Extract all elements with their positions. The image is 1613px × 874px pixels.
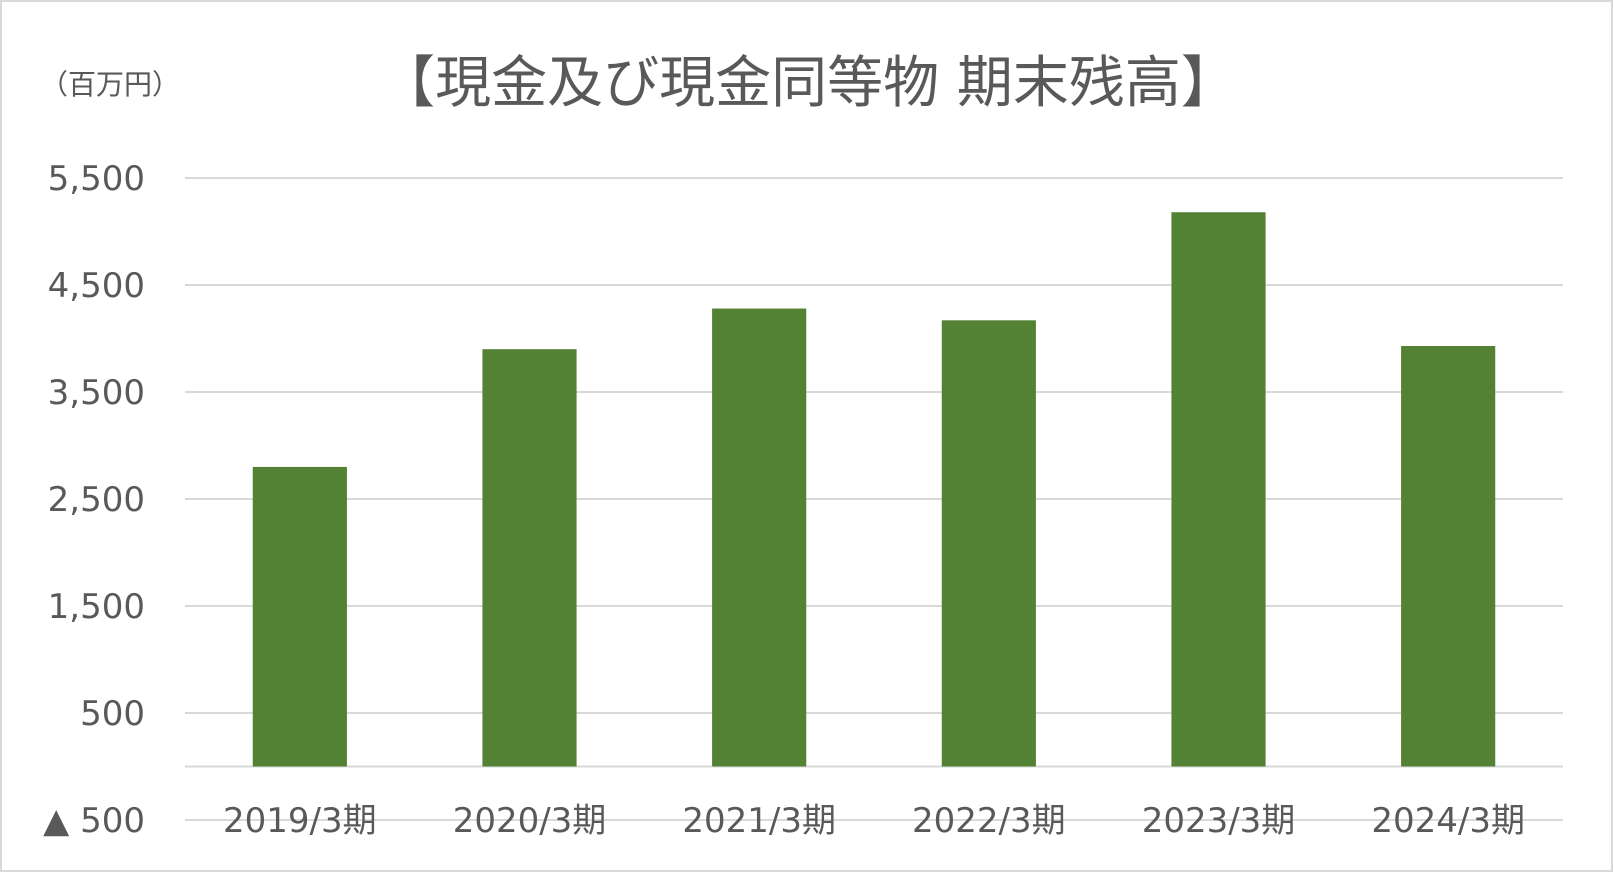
y-tick-label: 500: [80, 694, 145, 734]
x-tick-label: 2021/3期: [682, 801, 836, 841]
y-tick-label: 1,500: [48, 587, 145, 627]
bar: [1171, 212, 1266, 767]
y-tick-label: 3,500: [48, 373, 145, 413]
y-tick-label: 4,500: [48, 266, 145, 306]
gridlines: [185, 177, 1563, 821]
x-tick-label: 2024/3期: [1371, 801, 1525, 841]
y-axis-ticks: ▲ 500 500 1,500 2,500 3,500 4,500 5,500: [43, 159, 145, 841]
bar: [1401, 345, 1496, 767]
x-tick-label: 2023/3期: [1142, 801, 1296, 841]
unit-label: （百万円）: [40, 68, 180, 101]
x-axis-ticks: 2019/3期 2020/3期 2021/3期 2022/3期 2023/3期 2024/…: [223, 801, 1525, 841]
chart-title: 【現金及び現金同等物 期末残高】: [379, 51, 1237, 116]
x-tick-label: 2022/3期: [912, 801, 1066, 841]
bars: [252, 212, 1496, 767]
x-tick-label: 2019/3期: [223, 801, 377, 841]
bar: [712, 308, 807, 767]
bar: [252, 466, 347, 767]
bar: [941, 320, 1036, 767]
y-tick-label: ▲ 500: [43, 801, 145, 841]
y-tick-label: 2,500: [48, 480, 145, 520]
y-tick-label: 5,500: [48, 159, 145, 199]
bar: [482, 349, 577, 767]
x-tick-label: 2020/3期: [453, 801, 607, 841]
